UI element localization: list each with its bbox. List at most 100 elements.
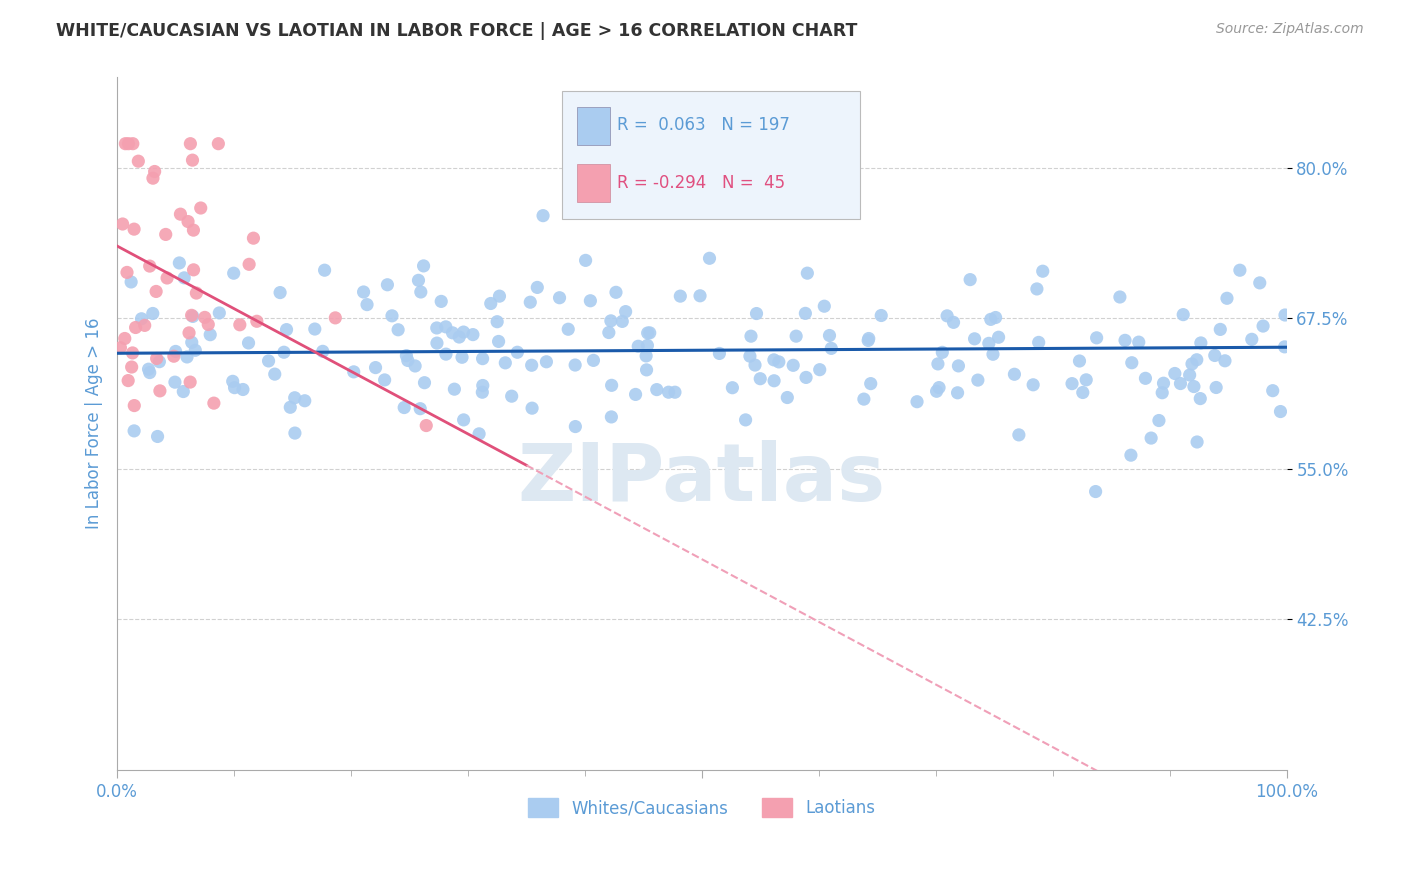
Point (238, 257, 260, 271)
Point (1164, 367, 1187, 381)
Point (808, 362, 831, 376)
Point (115, 265, 138, 279)
Point (111, 217, 134, 231)
Point (183, 223, 205, 237)
Point (396, 353, 419, 368)
Point (776, 391, 799, 405)
Point (1119, 448, 1142, 462)
Point (486, 315, 509, 329)
Point (664, 385, 686, 400)
Point (782, 359, 804, 373)
Point (278, 401, 301, 415)
Point (430, 294, 453, 309)
Text: R = -0.294   N =  45: R = -0.294 N = 45 (616, 174, 785, 192)
Point (121, 136, 143, 151)
Text: Source: ZipAtlas.com: Source: ZipAtlas.com (1216, 22, 1364, 37)
Point (927, 357, 949, 371)
Point (818, 328, 841, 343)
Point (1028, 335, 1050, 350)
Point (966, 373, 988, 387)
Point (181, 310, 204, 324)
Point (600, 378, 623, 392)
Point (1209, 322, 1232, 336)
Point (564, 358, 586, 372)
Point (738, 349, 761, 363)
Point (284, 391, 307, 405)
Point (426, 321, 449, 335)
Point (1076, 373, 1098, 387)
Point (207, 136, 229, 151)
Point (1114, 334, 1136, 348)
Point (190, 201, 212, 215)
Point (709, 346, 731, 360)
Point (1153, 376, 1175, 391)
Point (122, 222, 145, 236)
Point (669, 289, 692, 303)
Point (229, 318, 252, 332)
Point (1032, 264, 1054, 278)
Point (404, 359, 426, 373)
Point (548, 291, 571, 305)
Point (183, 263, 205, 277)
Point (488, 334, 510, 349)
Point (494, 356, 516, 370)
Point (117, 374, 139, 388)
Point (224, 381, 246, 395)
Point (146, 429, 169, 443)
Point (453, 325, 475, 339)
Point (794, 306, 817, 320)
Point (156, 271, 179, 285)
Point (179, 136, 201, 151)
Point (1204, 349, 1226, 363)
FancyBboxPatch shape (576, 164, 610, 202)
Point (762, 352, 785, 367)
Point (176, 350, 198, 364)
Point (412, 259, 434, 273)
Point (194, 310, 217, 325)
Point (1002, 368, 1025, 382)
Point (471, 351, 494, 366)
Point (598, 326, 620, 340)
Point (1185, 435, 1208, 450)
Point (520, 358, 543, 372)
Point (942, 315, 965, 329)
Point (658, 385, 681, 400)
Point (1152, 385, 1174, 400)
FancyBboxPatch shape (576, 106, 610, 145)
Point (740, 329, 762, 343)
Point (163, 375, 186, 389)
Point (471, 385, 494, 400)
Point (173, 270, 195, 285)
Point (145, 285, 167, 299)
Point (721, 381, 744, 395)
Point (612, 314, 634, 328)
Point (356, 297, 378, 311)
Point (1185, 352, 1208, 367)
Point (981, 347, 1004, 361)
Point (197, 318, 219, 332)
Point (155, 227, 177, 242)
Point (471, 378, 494, 392)
Point (353, 285, 375, 299)
Point (200, 327, 222, 342)
Point (699, 252, 721, 266)
Point (149, 384, 172, 398)
Point (453, 413, 475, 427)
Point (763, 374, 786, 388)
Point (645, 383, 668, 397)
Point (852, 392, 875, 406)
Point (392, 401, 415, 415)
Point (963, 332, 986, 346)
Point (143, 164, 166, 178)
Point (980, 312, 1002, 326)
Point (624, 387, 647, 401)
Point (441, 326, 464, 340)
Point (820, 342, 842, 356)
Point (117, 136, 139, 151)
Point (600, 409, 623, 424)
Point (122, 424, 145, 438)
Point (1147, 413, 1170, 427)
Point (461, 327, 484, 342)
Point (304, 322, 326, 336)
Point (269, 285, 291, 300)
